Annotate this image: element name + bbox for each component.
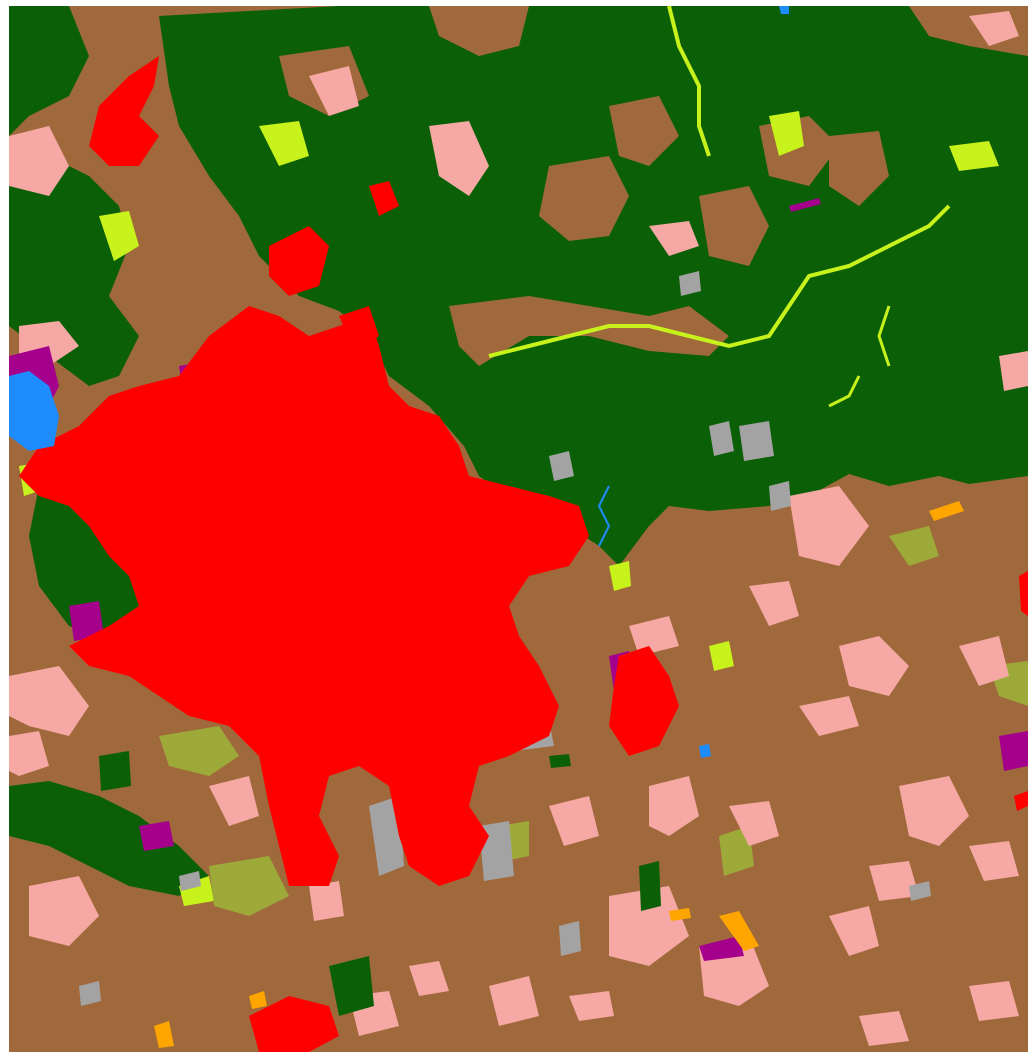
- water-bodies: [9, 6, 789, 758]
- woodland-fragments: [99, 751, 661, 1016]
- town-north: [369, 181, 399, 216]
- forest-region-west: [9, 6, 89, 136]
- stream-east-2: [877, 305, 891, 367]
- agri-patch-5: [829, 131, 889, 206]
- city-south-suburb: [249, 996, 339, 1052]
- city-northwest: [89, 56, 159, 166]
- town-east-edge: [1019, 571, 1028, 616]
- agri-patch-3: [699, 186, 769, 266]
- agri-patch-1: [539, 156, 629, 241]
- quarry-patches: [154, 501, 964, 1048]
- land-cover-map: [9, 6, 1028, 1052]
- map-canvas: [9, 6, 1028, 1052]
- river-east: [488, 204, 951, 358]
- bare-ground-patches: [79, 271, 931, 1006]
- town-northwest-2: [339, 306, 379, 351]
- river-centre: [597, 485, 611, 547]
- stream-east-3: [828, 375, 861, 408]
- river-north: [667, 6, 711, 157]
- agri-patch-7: [429, 6, 529, 56]
- city-east-suburb: [609, 646, 679, 756]
- forest-region-southwest: [9, 781, 209, 896]
- agri-patch-2: [609, 96, 679, 166]
- town-east-edge-2: [1014, 791, 1028, 811]
- city-north-suburb: [269, 226, 329, 296]
- city-core: [19, 306, 589, 886]
